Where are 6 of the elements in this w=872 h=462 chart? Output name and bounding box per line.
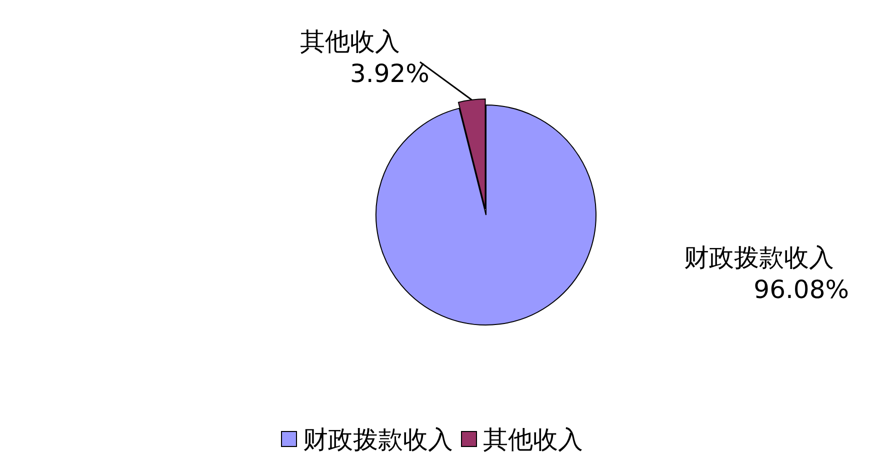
legend-label: 其他收入 [482,425,583,454]
legend-label: 财政拨款收入 [302,425,453,454]
data-label: 3.92% [349,58,430,90]
slice-label: 财政拨款收入 [684,242,835,274]
slice-label: 其他收入 [300,26,401,58]
data-label: 96.08% [752,274,849,306]
